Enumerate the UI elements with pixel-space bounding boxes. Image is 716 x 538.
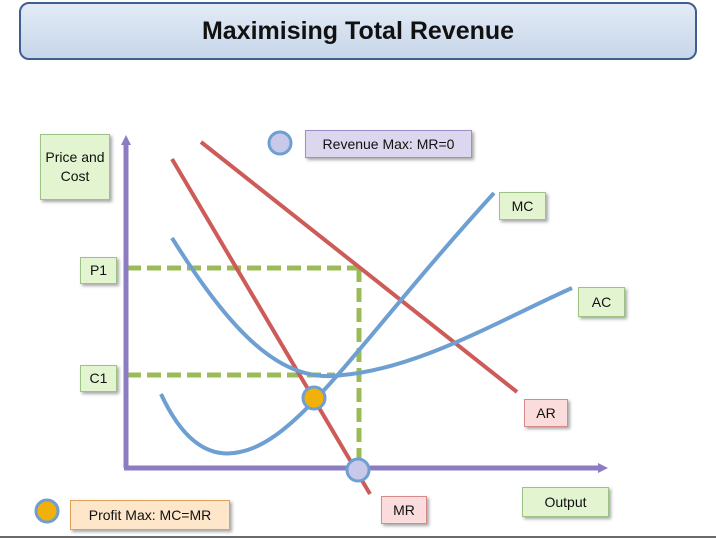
mc-label-text: MC bbox=[511, 197, 534, 214]
ar-label-text: AR bbox=[536, 404, 556, 421]
p1-label: P1 bbox=[80, 257, 117, 284]
y-axis-label: Price and Cost bbox=[40, 134, 110, 200]
ac-label-text: AC bbox=[591, 293, 612, 310]
c1-label: C1 bbox=[80, 365, 117, 392]
c1-label-text: C1 bbox=[89, 370, 108, 386]
profit-max-point bbox=[301, 385, 327, 411]
p1-label-text: P1 bbox=[89, 262, 108, 278]
revenue-max-point bbox=[345, 457, 371, 483]
profit-max-legend-marker bbox=[34, 498, 60, 524]
title-banner: Maximising Total Revenue bbox=[19, 2, 697, 60]
output-label-text: Output bbox=[544, 493, 587, 510]
mr-curve bbox=[170, 157, 372, 496]
revenue-max-label: Revenue Max: MR=0 bbox=[305, 130, 472, 158]
mr-label-text: MR bbox=[393, 501, 415, 518]
ar-curve bbox=[199, 140, 519, 394]
y-axis-label-text: Price and Cost bbox=[45, 149, 105, 184]
revenue-max-label-text: Revenue Max: MR=0 bbox=[322, 135, 455, 152]
ac-label: AC bbox=[578, 287, 625, 317]
ac-curve bbox=[170, 236, 573, 379]
mr-label: MR bbox=[381, 496, 427, 524]
mc-curve bbox=[159, 191, 496, 456]
profit-max-label: Profit Max: MC=MR bbox=[70, 500, 230, 530]
output-label: Output bbox=[522, 487, 609, 517]
mc-label: MC bbox=[499, 192, 546, 220]
bottom-divider bbox=[0, 536, 716, 538]
page-title: Maximising Total Revenue bbox=[201, 16, 515, 45]
revenue-max-legend-marker bbox=[267, 130, 293, 156]
ar-label: AR bbox=[524, 399, 568, 427]
profit-max-label-text: Profit Max: MC=MR bbox=[88, 506, 212, 523]
